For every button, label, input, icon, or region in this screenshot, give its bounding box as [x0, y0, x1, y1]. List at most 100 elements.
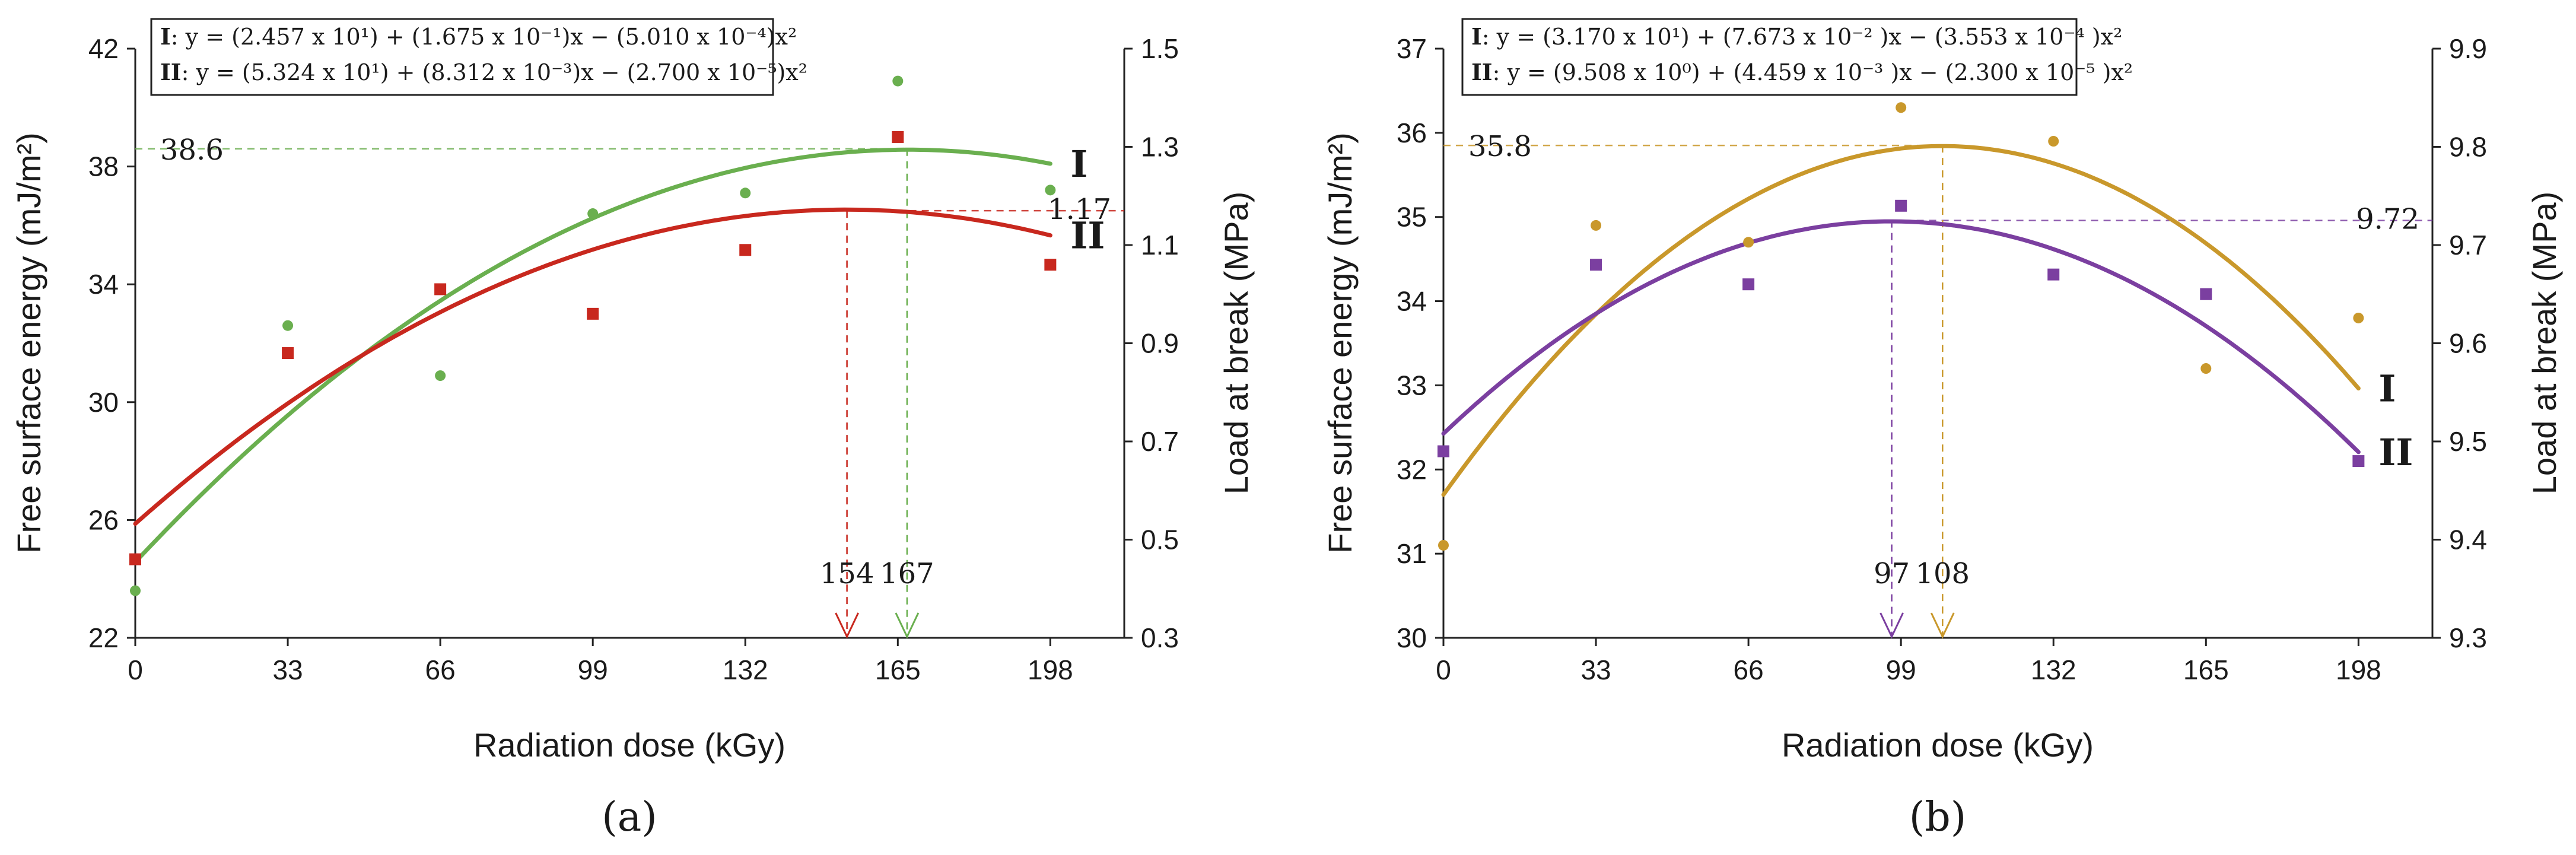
fit-curve-i	[1441, 144, 2361, 497]
arrow-head	[1930, 612, 1955, 639]
y-right-tick-label: 0.9	[1141, 328, 1179, 359]
equation-line-ii: II: y = (5.324 x 10¹) + (8.312 x 10⁻³)x …	[160, 59, 807, 85]
y-axis-label-right: Load at break (MPa)	[2526, 192, 2563, 494]
reference-value-label: 38.6	[160, 134, 224, 167]
x-axis-label: Radiation dose (kGy)	[1782, 726, 2094, 764]
y-left-tick-label: 34	[1397, 286, 1427, 317]
data-point-i	[435, 370, 446, 382]
y-right-tick-label: 9.3	[2449, 622, 2487, 653]
y-left-tick-label: 32	[1397, 454, 1427, 485]
y-left-tick-label: 30	[1397, 622, 1427, 653]
equation-label-i: I	[1471, 23, 1482, 50]
data-point-ii	[2047, 268, 2060, 281]
equation-label-ii: II	[160, 59, 182, 85]
x-tick-label: 198	[2336, 654, 2381, 685]
x-tick-label: 165	[875, 654, 921, 685]
data-point-ii	[739, 244, 752, 256]
panel-a: 0 33 66 99 132 165 198 22 26 30 34 38 42 0.3 0.5 0.7 0.9…	[10, 18, 1255, 841]
y-left-tick-label: 35	[1397, 202, 1427, 233]
y-axis-label-left: Free surface energy (mJ/m²)	[10, 132, 47, 554]
y-left-tick-label: 38	[88, 151, 119, 182]
x-axis-label: Radiation dose (kGy)	[473, 726, 785, 764]
x-tick-label: 198	[1028, 654, 1073, 685]
data-point-ii	[1044, 259, 1057, 271]
data-point-i	[1743, 237, 1754, 248]
data-point-i	[1591, 220, 1602, 231]
equation-box: I: y = (2.457 x 10¹) + (1.675 x 10⁻¹)x −…	[150, 18, 807, 96]
curve-label-ii: II	[2378, 431, 2413, 474]
reference-value-label: 9.72	[2356, 203, 2419, 236]
y-right-tick-label: 1.5	[1141, 33, 1179, 64]
data-point-i	[1896, 102, 1907, 113]
y-right-tick-label: 0.3	[1141, 622, 1179, 653]
y-left-tick-label: 26	[88, 504, 119, 535]
data-point-ii	[2352, 455, 2365, 468]
curve-label-ii: II	[1070, 214, 1105, 258]
data-point-i	[2353, 312, 2364, 323]
data-point-i	[740, 187, 751, 199]
data-point-ii	[892, 131, 904, 143]
y-axis-label-right: Load at break (MPa)	[1217, 192, 1255, 494]
x-tick-label: 33	[272, 654, 303, 685]
equation-label-ii: II	[1471, 59, 1493, 85]
equation-text-ii: : y = (5.324 x 10¹) + (8.312 x 10⁻³)x − …	[182, 59, 807, 85]
equation-line-i: I: y = (3.170 x 10¹) + (7.673 x 10⁻² )x …	[1471, 23, 2122, 50]
arrow-head	[895, 612, 920, 639]
y-left-tick-label: 30	[88, 387, 119, 418]
data-point-i	[2048, 136, 2059, 147]
arrow-head	[1879, 612, 1904, 639]
y-right-tick-label: 9.7	[2449, 230, 2487, 260]
fit-curve-ii	[1441, 219, 2361, 454]
y-right-tick-label: 0.7	[1141, 426, 1179, 457]
equation-box-frame	[150, 18, 774, 96]
x-tick-label: 132	[2031, 654, 2076, 685]
equation-text-i: : y = (2.457 x 10¹) + (1.675 x 10⁻¹)x − …	[171, 24, 797, 50]
x-tick-label: 165	[2183, 654, 2229, 685]
y-right-tick-label: 1.3	[1141, 132, 1179, 163]
y-left-tick-label: 22	[88, 622, 119, 653]
equation-line-i: I: y = (2.457 x 10¹) + (1.675 x 10⁻¹)x −…	[160, 23, 797, 50]
data-point-ii	[129, 553, 141, 565]
data-point-i	[1438, 539, 1449, 551]
curve-label-i: I	[1070, 142, 1087, 186]
equation-line-ii: II: y = (9.508 x 10⁰) + (4.459 x 10⁻³ )x…	[1471, 59, 2133, 85]
curve-label-i: I	[2378, 367, 2396, 411]
y-right-tick-label: 9.9	[2449, 33, 2487, 64]
y-axis-label-left: Free surface energy (mJ/m²)	[1321, 132, 1359, 554]
y-right-tick-label: 9.8	[2449, 132, 2487, 163]
data-point-i	[2200, 363, 2212, 374]
equation-label-i: I	[160, 23, 171, 50]
y-left-tick-label: 31	[1397, 538, 1427, 569]
y-right-tick-label: 9.4	[2449, 525, 2487, 555]
equation-box: I: y = (3.170 x 10¹) + (7.673 x 10⁻² )x …	[1461, 18, 2133, 96]
data-point-ii	[587, 307, 599, 320]
panel-label: (a)	[602, 794, 657, 841]
data-point-ii	[1742, 278, 1755, 291]
panel-b: 0 33 66 99 132 165 198 30 31 32 33 34 35 36 37 9.3 9.4 9.…	[1321, 18, 2563, 841]
y-left-tick-label: 33	[1397, 370, 1427, 401]
data-point-ii	[1895, 199, 1907, 212]
x-tick-label: 66	[1734, 654, 1764, 685]
y-right-tick-label: 9.5	[2449, 426, 2487, 457]
y-right-tick-label: 9.6	[2449, 328, 2487, 359]
x-tick-label: 0	[1436, 654, 1451, 685]
equation-text-i: : y = (3.170 x 10¹) + (7.673 x 10⁻² )x −…	[1482, 24, 2123, 50]
y-left-tick-label: 37	[1397, 33, 1427, 64]
equation-text-ii: : y = (9.508 x 10⁰) + (4.459 x 10⁻³ )x −…	[1493, 59, 2133, 85]
x-tick-label: 0	[128, 654, 143, 685]
data-point-i	[130, 585, 141, 596]
y-right-tick-label: 0.5	[1141, 525, 1179, 555]
equation-box-frame	[1461, 18, 2078, 96]
fit-curve-ii	[133, 207, 1052, 526]
arrow-head	[835, 612, 859, 639]
y-left-tick-label: 36	[1397, 117, 1427, 148]
data-point-ii	[2200, 288, 2212, 300]
data-point-ii	[282, 347, 294, 360]
reference-value-label: 1.17	[1048, 193, 1111, 226]
arrow-value-label: 97	[1874, 557, 1910, 590]
arrow-value-label: 108	[1915, 557, 1970, 590]
x-tick-label: 99	[578, 654, 608, 685]
data-point-i	[892, 75, 904, 87]
y-right-tick-label: 1.1	[1141, 230, 1179, 260]
